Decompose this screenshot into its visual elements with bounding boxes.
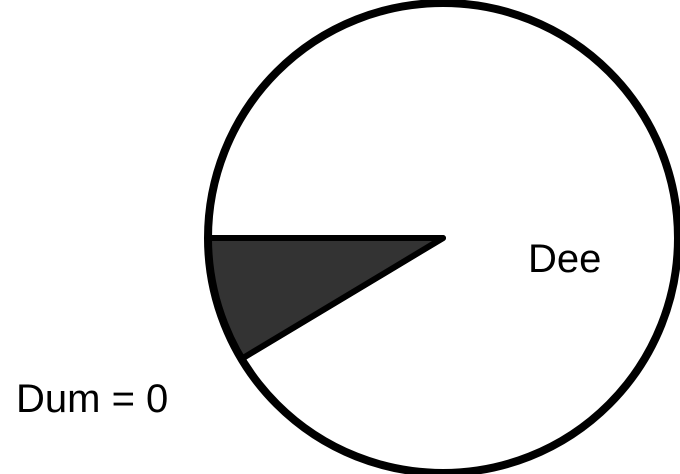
dum-label: Dum = 0 xyxy=(16,377,168,421)
dee-label: Dee xyxy=(528,237,601,281)
